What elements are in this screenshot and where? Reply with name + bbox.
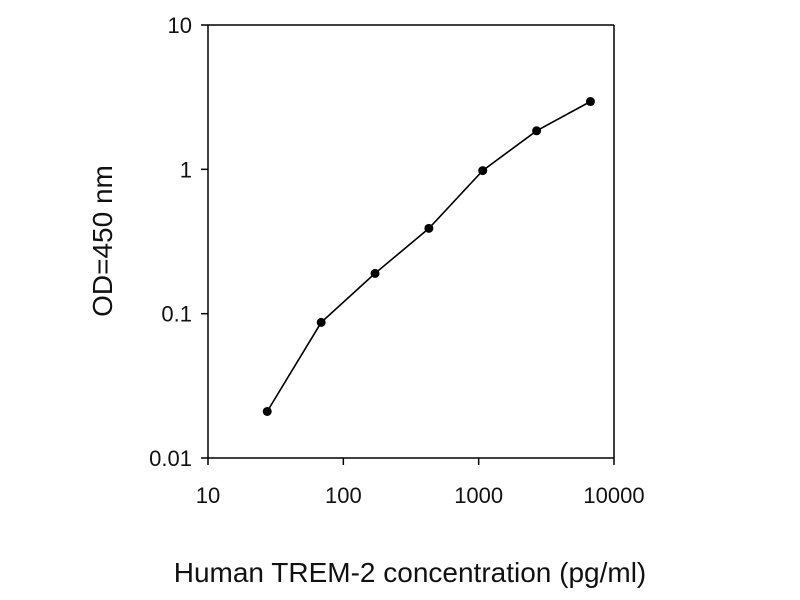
data-point [532,126,542,136]
x-tick-label: 10 [196,483,220,508]
plot-area [207,24,615,459]
data-point [316,317,326,327]
series-layer [262,97,595,416]
x-tick-label: 1000 [454,483,503,508]
data-point [585,97,595,107]
data-point [370,268,380,278]
data-point [262,406,272,416]
y-axis-title: OD=450 nm [87,165,118,317]
y-tick-label: 1 [180,157,192,182]
x-tick-label: 100 [325,483,362,508]
y-ticks: 0.01 0.1 1 10 [149,13,208,471]
y-tick-label: 10 [168,13,192,38]
data-point [424,223,434,233]
series-line [266,100,591,412]
data-point [478,166,488,176]
y-tick-label: 0.1 [161,302,192,327]
x-axis-title: Human TREM-2 concentration (pg/ml) [174,557,647,588]
y-tick-label: 0.01 [149,446,192,471]
x-tick-label: 10000 [583,483,644,508]
x-ticks: 10 100 1000 10000 [196,458,645,508]
